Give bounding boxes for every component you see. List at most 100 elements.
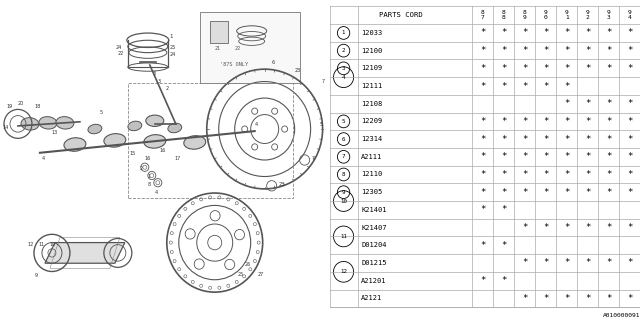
Text: 27: 27 (258, 272, 264, 276)
Text: 13: 13 (52, 130, 58, 135)
Text: *: * (543, 117, 548, 126)
Text: 6: 6 (342, 137, 346, 142)
Text: 12100: 12100 (361, 48, 383, 54)
Text: 12209: 12209 (361, 118, 383, 124)
Text: *: * (480, 276, 486, 285)
Text: 16: 16 (160, 148, 166, 153)
Text: *: * (606, 188, 611, 197)
Text: 9: 9 (35, 273, 38, 278)
Text: *: * (501, 135, 506, 144)
Text: *: * (480, 46, 486, 55)
Bar (210, 21, 228, 43)
Ellipse shape (146, 115, 164, 126)
Ellipse shape (88, 124, 102, 134)
Text: *: * (564, 294, 570, 303)
Text: 7: 7 (342, 154, 346, 159)
Text: *: * (501, 46, 506, 55)
Text: 23: 23 (294, 68, 301, 73)
Text: 1: 1 (148, 173, 151, 179)
Text: 21: 21 (215, 45, 221, 51)
Text: *: * (522, 82, 527, 91)
Text: *: * (564, 259, 570, 268)
Text: *: * (501, 28, 506, 37)
Text: *: * (606, 259, 611, 268)
Text: *: * (522, 170, 527, 179)
Text: D01204: D01204 (361, 242, 387, 248)
Text: *: * (480, 64, 486, 73)
Text: PARTS CORD: PARTS CORD (379, 12, 423, 18)
Text: 1: 1 (170, 34, 173, 39)
Text: *: * (501, 152, 506, 161)
Text: 25: 25 (170, 44, 176, 50)
Text: *: * (627, 294, 632, 303)
Text: *: * (606, 152, 611, 161)
Text: *: * (585, 135, 590, 144)
Text: 12314: 12314 (361, 136, 383, 142)
Text: *: * (564, 135, 570, 144)
Text: *: * (606, 117, 611, 126)
Text: *: * (585, 188, 590, 197)
Text: 9
0: 9 0 (544, 10, 548, 20)
Text: 14: 14 (2, 125, 8, 130)
Text: *: * (627, 170, 632, 179)
Text: 8
9: 8 9 (523, 10, 527, 20)
Text: 9: 9 (342, 190, 346, 195)
Text: *: * (480, 135, 486, 144)
Text: *: * (627, 28, 632, 37)
Text: *: * (522, 223, 527, 232)
Text: 5: 5 (100, 109, 103, 115)
Text: *: * (543, 46, 548, 55)
Text: 26: 26 (244, 262, 251, 267)
Text: 8
8: 8 8 (502, 10, 506, 20)
Text: 8: 8 (148, 182, 151, 187)
Text: 11: 11 (340, 234, 347, 239)
Text: K21407: K21407 (361, 225, 387, 231)
Text: *: * (585, 117, 590, 126)
Text: *: * (564, 82, 570, 91)
Text: 12033: 12033 (361, 30, 383, 36)
Text: *: * (606, 28, 611, 37)
Text: *: * (522, 135, 527, 144)
Text: 2: 2 (342, 48, 346, 53)
Text: *: * (627, 99, 632, 108)
Text: K21401: K21401 (361, 207, 387, 213)
Text: *: * (564, 223, 570, 232)
Text: *: * (522, 64, 527, 73)
Text: 5: 5 (319, 122, 323, 127)
Text: *: * (522, 188, 527, 197)
Text: *: * (564, 46, 570, 55)
Text: 3: 3 (342, 66, 346, 71)
Text: 22: 22 (235, 45, 241, 51)
Text: A2121: A2121 (361, 295, 383, 301)
Text: *: * (606, 135, 611, 144)
Text: *: * (627, 117, 632, 126)
Ellipse shape (168, 123, 182, 133)
Text: *: * (606, 64, 611, 73)
Text: *: * (480, 241, 486, 250)
Ellipse shape (144, 135, 166, 148)
Bar (128, 83, 292, 198)
Text: 15: 15 (130, 151, 136, 156)
Text: 4: 4 (342, 75, 346, 80)
Text: 9
4: 9 4 (628, 10, 632, 20)
Text: 11: 11 (39, 242, 45, 247)
Text: *: * (501, 170, 506, 179)
Text: 16: 16 (145, 156, 151, 161)
Text: *: * (501, 82, 506, 91)
Ellipse shape (21, 118, 39, 130)
Ellipse shape (56, 116, 74, 129)
Text: *: * (564, 64, 570, 73)
Ellipse shape (184, 136, 205, 149)
Text: *: * (543, 82, 548, 91)
Text: 12: 12 (340, 269, 347, 274)
Text: A2111: A2111 (361, 154, 383, 160)
Text: D01215: D01215 (361, 260, 387, 266)
Text: 18: 18 (35, 104, 41, 109)
Text: *: * (480, 188, 486, 197)
Text: *: * (627, 259, 632, 268)
Text: 5: 5 (342, 119, 346, 124)
Text: *: * (585, 99, 590, 108)
Text: 10: 10 (340, 198, 347, 204)
Text: 2: 2 (166, 86, 169, 91)
Text: 9
1: 9 1 (564, 10, 568, 20)
